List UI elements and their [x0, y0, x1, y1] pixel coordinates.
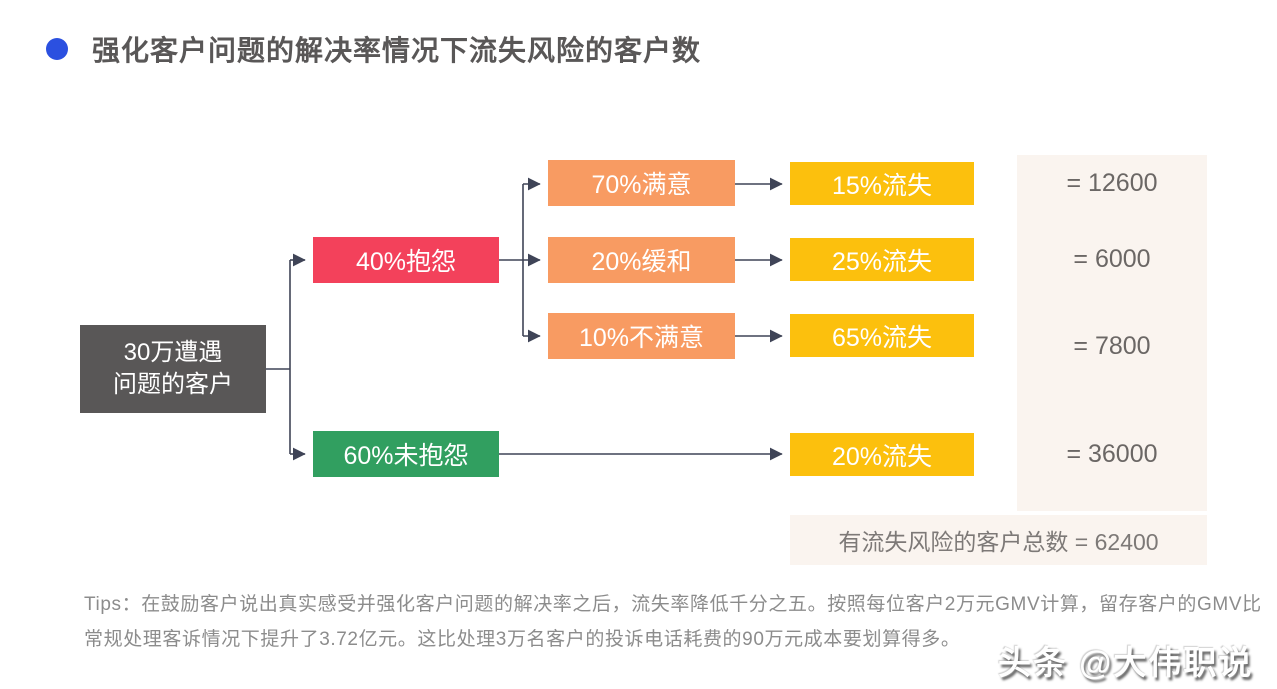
node-branch-no-complain: 60%未抱怨 — [313, 431, 499, 477]
result-value-no-complain: = 36000 — [1066, 440, 1158, 468]
total-churn-risk-row: 有流失风险的客户总数 = 62400 — [790, 515, 1207, 565]
node-churn-eased: 25%流失 — [790, 238, 974, 281]
result-value-eased: = 6000 — [1073, 245, 1151, 273]
node-root-customers: 30万遭遇 问题的客户 — [80, 325, 266, 413]
connector-root-to-branches — [266, 253, 306, 461]
tips-text-line2: 常规处理客诉情况下提升了3.72亿元。这比处理3万名客户的投诉电话耗费的90万元… — [84, 629, 961, 650]
node-root-line1: 30万遭遇 — [123, 339, 223, 367]
page-title: 强化客户问题的解决率情况下流失风险的客户数 — [92, 35, 702, 66]
node-branch-complain: 40%抱怨 — [313, 237, 499, 283]
node-churn-no-complain: 20%流失 — [790, 433, 974, 476]
node-outcome-eased: 20%缓和 — [548, 237, 735, 283]
tips-text-line1: Tips：在鼓励客户说出真实感受并强化客户问题的解决率之后，流失率降低千分之五。… — [84, 594, 1262, 615]
node-outcome-unsatisfied: 10%不满意 — [548, 313, 735, 359]
node-root-line2: 问题的客户 — [113, 371, 233, 398]
connector-complain-to-outcomes — [499, 177, 541, 343]
result-value-unsatisfied: = 7800 — [1073, 332, 1151, 360]
toutiao-watermark: 头条 @大伟职说 — [998, 644, 1254, 681]
result-value-satisfied: = 12600 — [1066, 169, 1158, 197]
node-churn-unsatisfied: 65%流失 — [790, 314, 974, 357]
result-values-panel — [1017, 155, 1207, 511]
title-bullet-dot — [46, 38, 68, 60]
node-outcome-satisfied: 70%满意 — [548, 160, 735, 206]
node-churn-satisfied: 15%流失 — [790, 162, 974, 205]
node-root-label: 30万遭遇 问题的客户 — [113, 337, 233, 400]
